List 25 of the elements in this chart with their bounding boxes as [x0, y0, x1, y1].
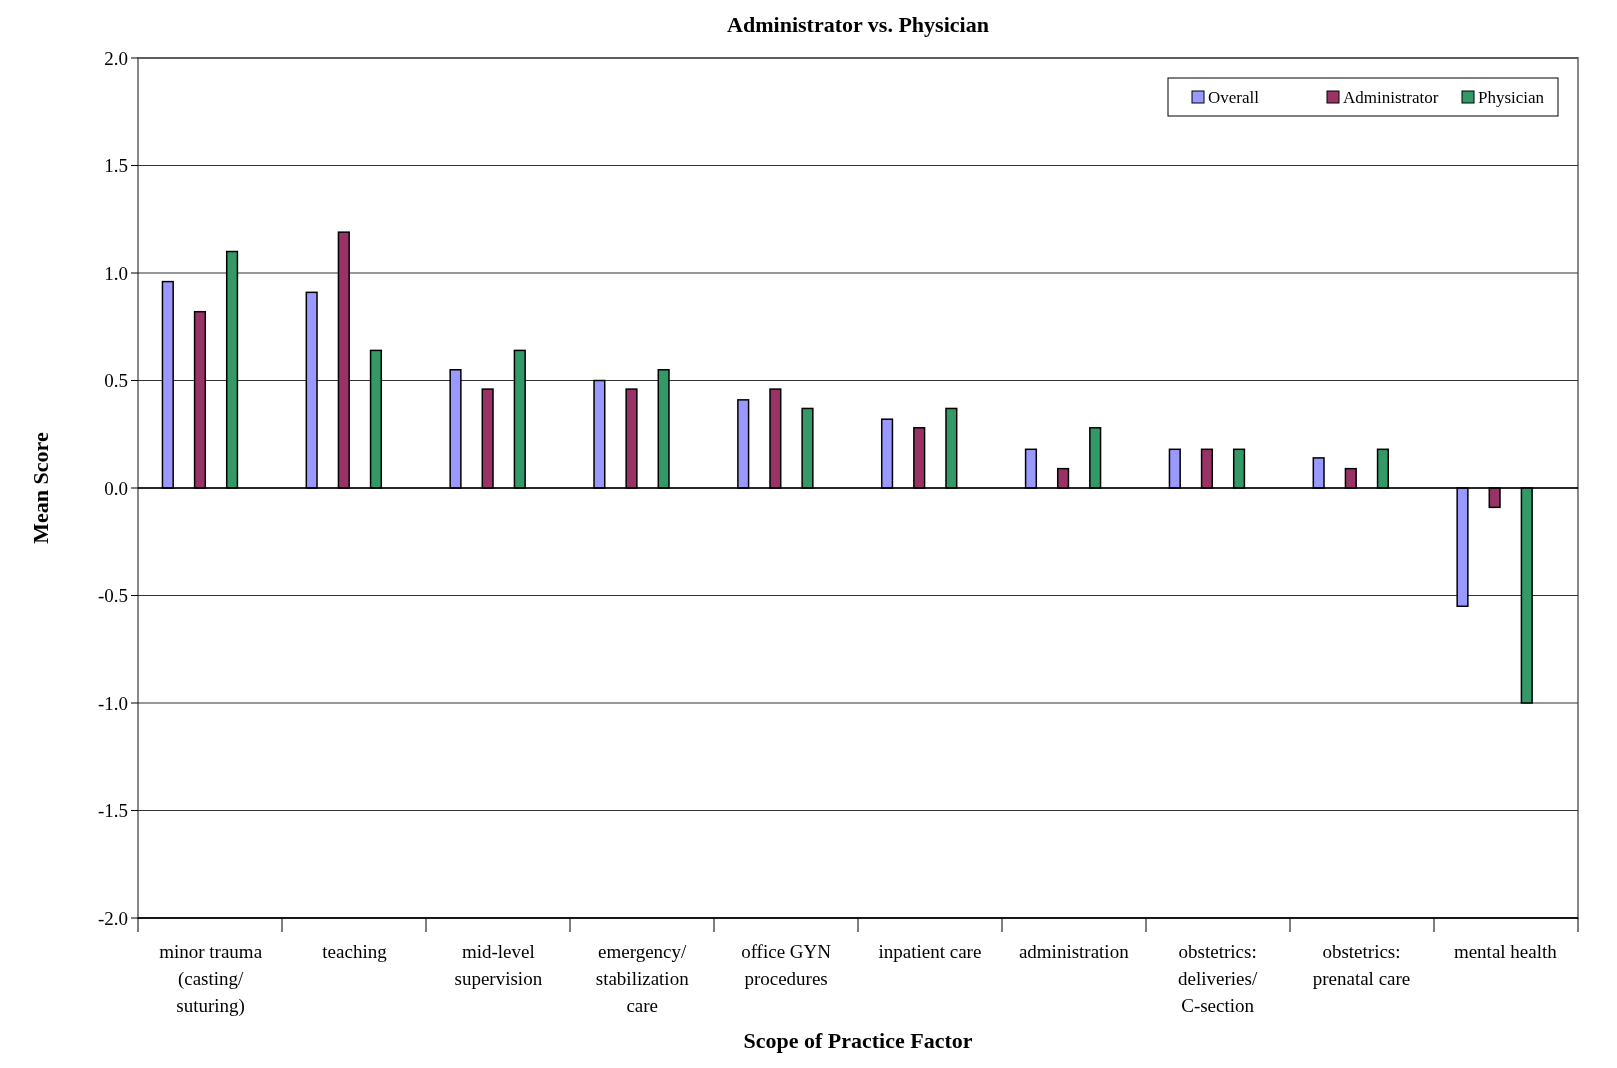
x-tick-label: emergency/ stabilization care — [595, 941, 690, 1016]
x-tick-label: teaching — [322, 941, 388, 962]
x-tick-label: administration — [1018, 941, 1130, 962]
x-tick-label: office GYN procedures — [741, 941, 832, 989]
y-tick-label: -1.5 — [97, 800, 128, 822]
x-tick-label: minor trauma (casting/ suturing) — [159, 941, 263, 1017]
legend-label: Overall — [1208, 87, 1260, 107]
x-tick-label: obstetrics: deliveries/ C-section — [1178, 941, 1258, 1016]
x-tick-label: obstetrics: prenatal care — [1312, 941, 1411, 989]
y-axis-title: Mean Score — [28, 432, 53, 544]
legend-label: Administrator — [1343, 87, 1439, 107]
legend-label: Physician — [1478, 87, 1545, 107]
x-tick-label: mental health — [1453, 941, 1558, 962]
chart-title: Administrator vs. Physician — [727, 12, 989, 37]
y-tick-label: 1.5 — [104, 155, 128, 177]
y-tick-label: 0.5 — [104, 370, 128, 392]
x-tick-label: mid-level supervision — [454, 941, 543, 989]
y-tick-label: -0.5 — [97, 585, 128, 607]
y-tick-label: -1.0 — [97, 692, 128, 714]
x-tick-label: inpatient care — [878, 941, 982, 962]
y-tick-label: 1.0 — [104, 262, 128, 284]
x-axis-title: Scope of Practice Factor — [743, 1028, 973, 1053]
y-tick-label: -2.0 — [97, 907, 128, 929]
y-tick-label: 0.0 — [104, 477, 128, 499]
y-tick-label: 2.0 — [104, 47, 128, 69]
